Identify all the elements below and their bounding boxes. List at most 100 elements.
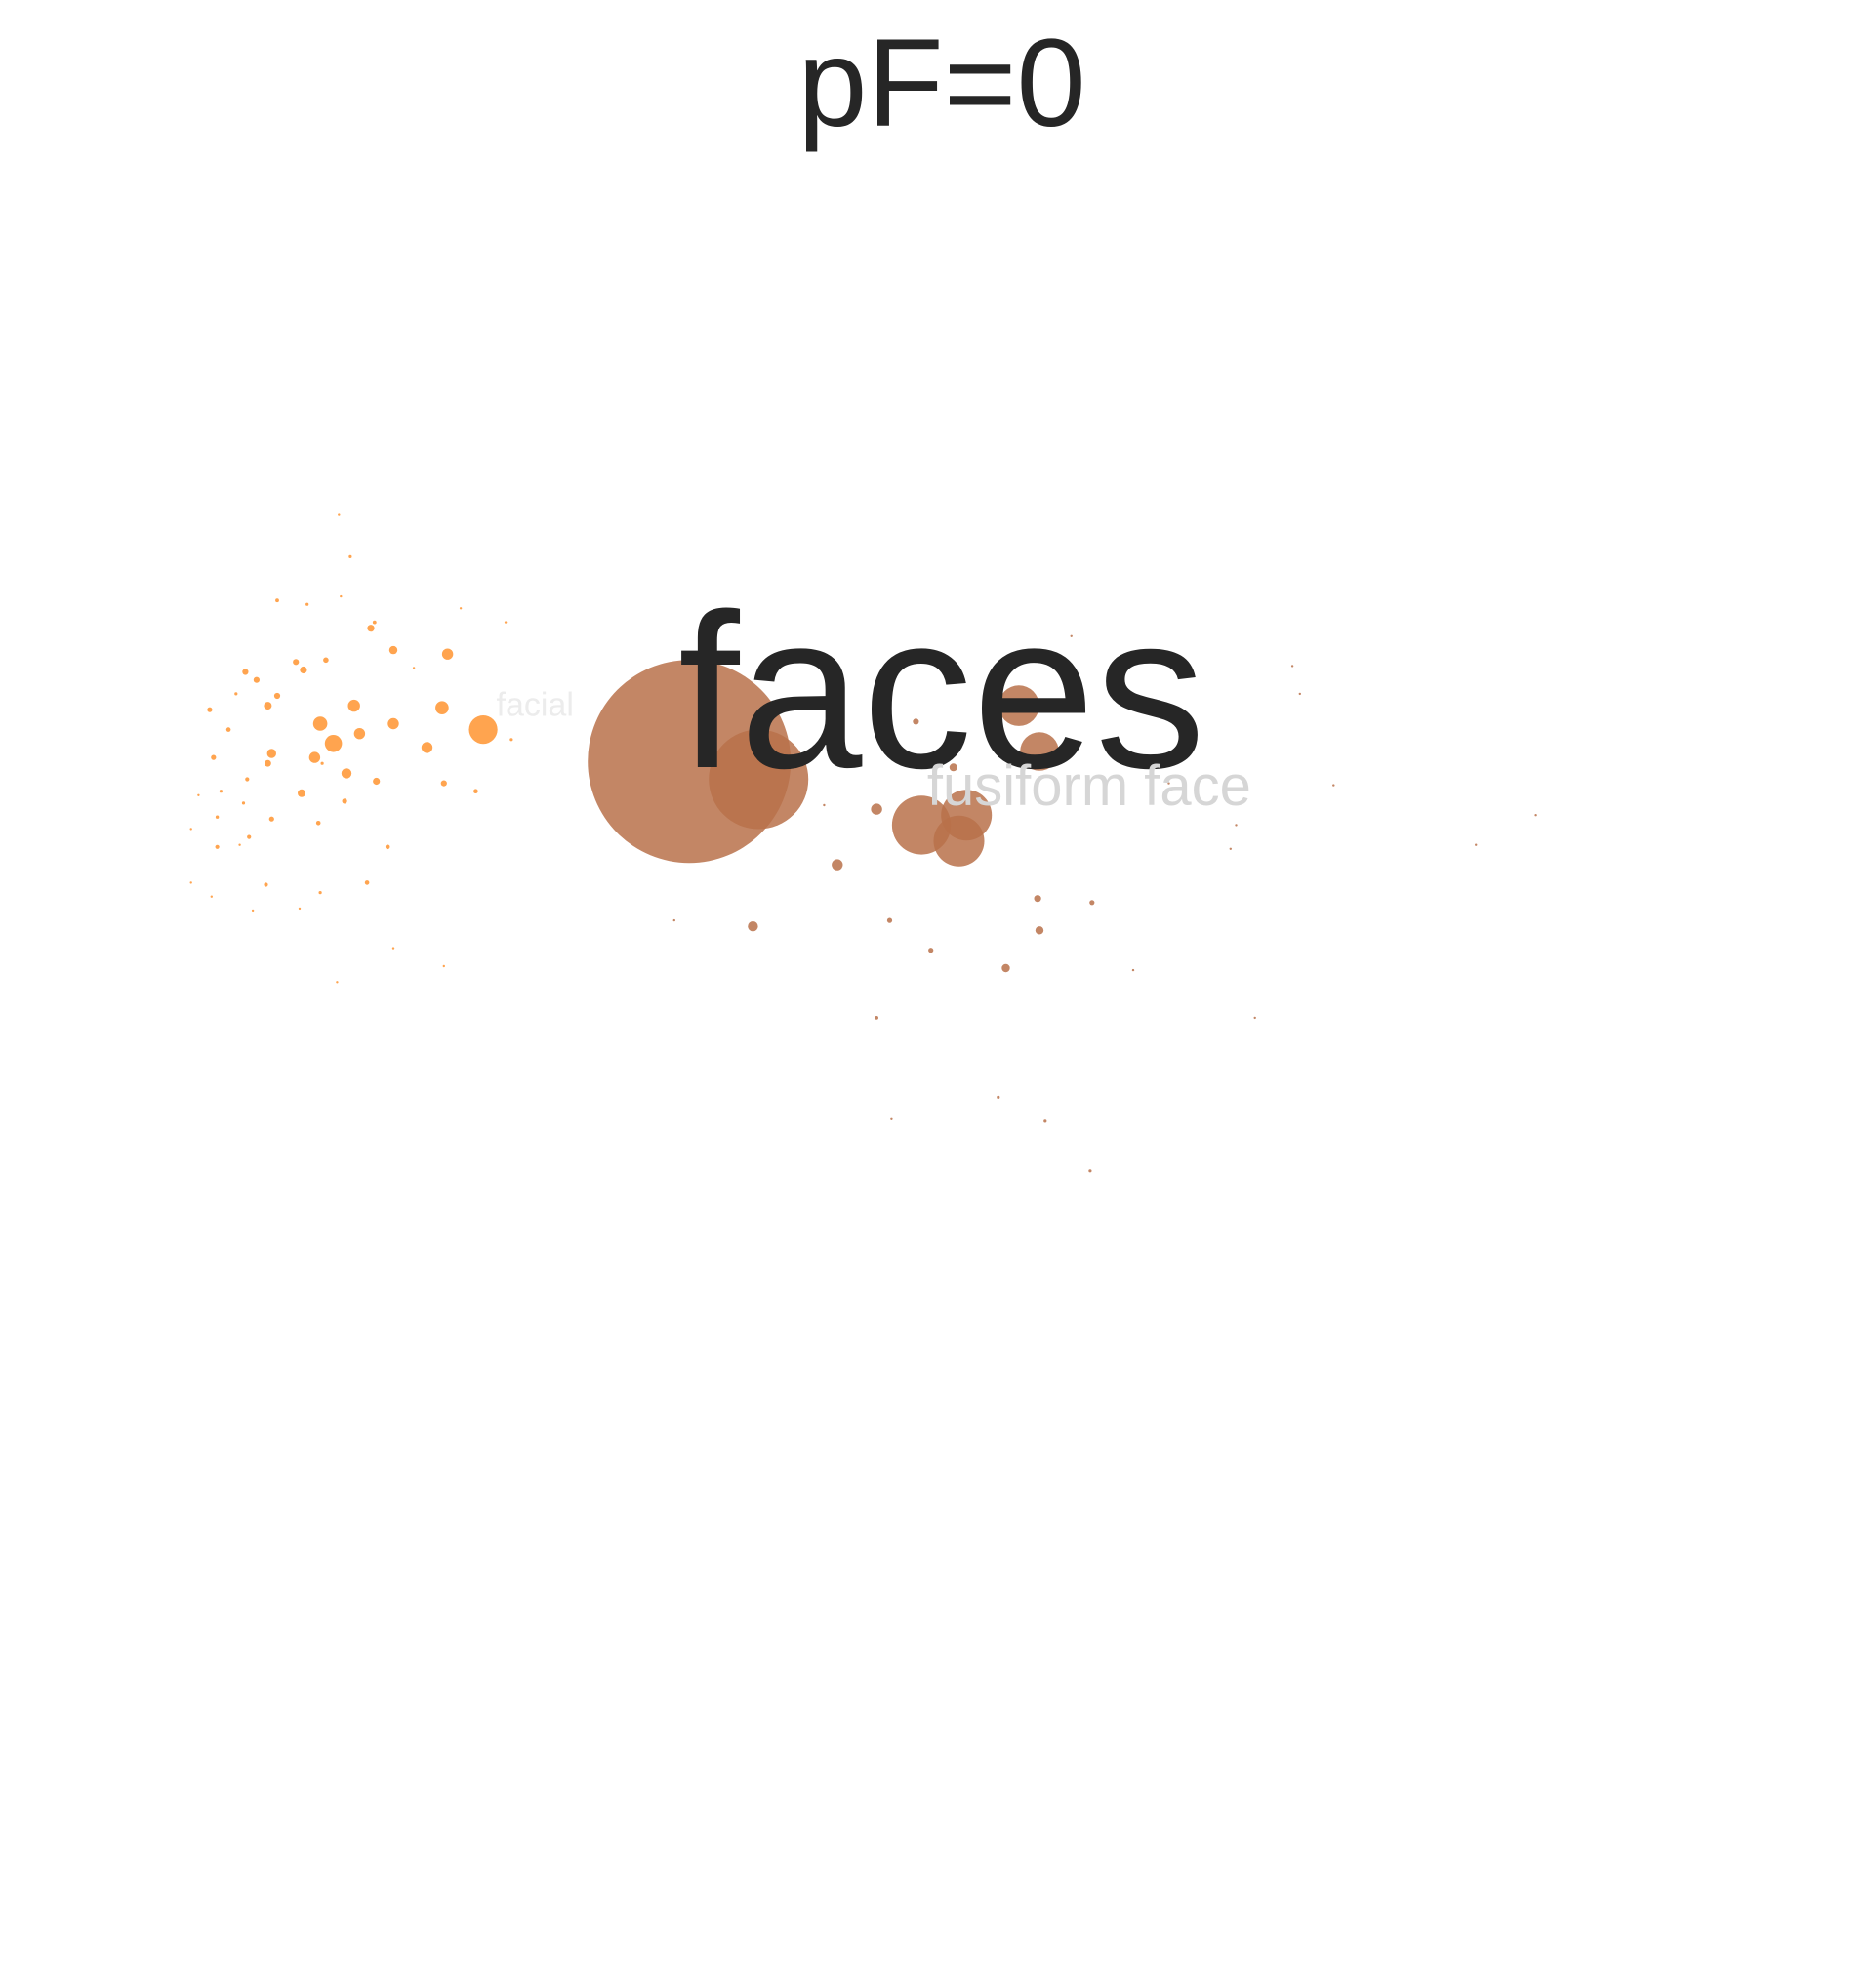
series-1-point-39	[372, 620, 377, 625]
series-0-point-22	[890, 1117, 893, 1121]
series-0-point-31	[1475, 843, 1478, 846]
series-0-point-20	[1043, 1119, 1047, 1123]
series-1-point-28	[342, 798, 347, 804]
series-1-point-58	[459, 607, 463, 610]
chart-title: pF=0	[797, 14, 1085, 153]
points-layer	[189, 513, 1537, 1173]
series-0-point-34	[1229, 847, 1233, 850]
series-0-point-13	[1035, 926, 1044, 935]
labels-layer: fusiform face facial	[497, 686, 1251, 818]
series-0-point-16	[886, 917, 893, 923]
series-1-point-3	[435, 701, 449, 714]
series-1-point-40	[215, 815, 220, 819]
series-0-point-24	[1070, 634, 1073, 637]
series-0-point-8	[832, 859, 843, 871]
series-1-point-11	[266, 749, 276, 758]
series-1-point-53	[442, 964, 445, 968]
series-1-point-38	[275, 598, 279, 603]
series-0-point-28	[1167, 782, 1170, 785]
series-0-point-1	[709, 729, 809, 830]
series-1-point-54	[197, 793, 200, 796]
series-1-point-44	[241, 801, 246, 805]
series-0-point-10	[949, 763, 957, 772]
series-1-point-30	[385, 844, 390, 850]
series-1-point-49	[340, 594, 343, 598]
series-1-point-27	[211, 754, 217, 760]
series-1-point-18	[265, 759, 271, 767]
series-0-point-4	[933, 815, 985, 867]
series-1-point-7	[441, 648, 454, 660]
series-0-point-27	[672, 918, 675, 922]
series-0-point-23	[823, 803, 826, 807]
series-1-point-12	[388, 645, 398, 655]
series-1-point-23	[253, 676, 260, 683]
series-1-point-47	[320, 761, 324, 765]
series-1-point-48	[219, 790, 223, 793]
series-1-point-13	[298, 789, 305, 797]
series-1-point-1	[324, 735, 343, 752]
series-1-point-29	[315, 821, 321, 826]
series-0-point-18	[875, 1016, 878, 1020]
series-1-point-31	[473, 789, 478, 793]
series-1-point-5	[353, 728, 366, 740]
series-0-point-29	[1131, 968, 1135, 972]
series-0-point-32	[1534, 814, 1537, 817]
series-1-point-57	[338, 513, 341, 516]
series-1-point-26	[207, 707, 213, 712]
series-1-point-4	[347, 699, 360, 712]
series-1-point-34	[264, 882, 268, 887]
series-1-point-2	[312, 716, 328, 731]
series-1-point-42	[305, 602, 309, 606]
series-0-point-19	[997, 1095, 1000, 1099]
series-0-point-35	[1253, 1016, 1256, 1020]
series-0-point-6	[1020, 732, 1059, 771]
series-1-point-41	[509, 738, 513, 742]
series-1-point-63	[336, 981, 339, 984]
series-1-point-32	[364, 880, 370, 885]
series-1-point-62	[391, 947, 395, 950]
series-1-point-36	[245, 777, 250, 782]
series-0-point-33	[1332, 784, 1335, 787]
series-0-point-7	[871, 803, 882, 815]
series-1-point-14	[264, 702, 272, 710]
series-1-point-59	[504, 621, 508, 624]
series-1-point-21	[242, 669, 249, 675]
series-1-point-15	[373, 777, 381, 786]
series-0-point-14	[1001, 963, 1010, 973]
series-0-point-25	[1290, 665, 1294, 668]
series-1-point-56	[251, 909, 255, 913]
series-0-point-9	[748, 921, 758, 932]
series-0-point-15	[928, 948, 934, 953]
series-0-point-21	[1088, 1169, 1092, 1173]
series-1-point-50	[189, 828, 192, 831]
series-1-point-43	[348, 554, 352, 559]
series-0-point-17	[1089, 900, 1095, 906]
series-1-point-8	[421, 742, 433, 753]
series-1-point-60	[189, 881, 192, 884]
series-1-point-35	[247, 834, 252, 839]
series-1-point-46	[318, 891, 322, 895]
series-0-point-11	[913, 718, 919, 725]
series-0-point-26	[1298, 692, 1302, 696]
series-0-point-30	[1235, 824, 1238, 827]
series-1-point-20	[293, 659, 300, 666]
point-label-1: facial	[497, 686, 574, 723]
series-1-point-61	[210, 895, 213, 898]
series-0-point-12	[1034, 895, 1041, 903]
series-1-point-37	[215, 844, 220, 849]
series-1-point-19	[440, 780, 447, 787]
series-1-point-10	[341, 768, 352, 779]
series-1-point-6	[308, 751, 321, 763]
series-1-point-51	[298, 907, 302, 911]
center-label: faces	[678, 567, 1205, 814]
series-1-point-33	[225, 727, 231, 732]
series-1-point-16	[367, 625, 375, 632]
series-1-point-24	[323, 657, 329, 664]
series-0-point-5	[998, 685, 1039, 726]
series-1-point-17	[300, 666, 307, 674]
point-label-0: fusiform face	[927, 754, 1251, 818]
series-1-point-9	[387, 717, 399, 730]
series-1-point-22	[273, 692, 281, 700]
